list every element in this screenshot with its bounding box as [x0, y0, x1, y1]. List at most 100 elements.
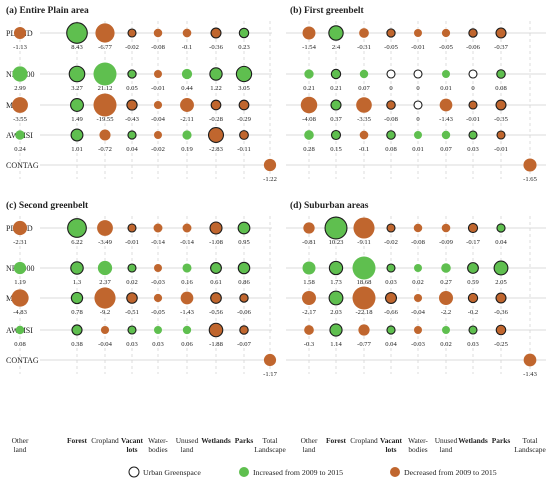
value-label: 0.02: [126, 279, 138, 286]
bubble-mps-forest: [330, 99, 342, 111]
bubble-np-1000-unused-land: [441, 263, 451, 273]
bubble-awmsi-parks: [495, 324, 507, 336]
bubble-pland-wetlands: [209, 221, 223, 235]
value-label: -0.11: [237, 146, 251, 153]
value-label: -0.01: [494, 146, 508, 153]
panel-title: (d) Suburban areas: [290, 200, 369, 211]
value-label: -2.17: [302, 309, 316, 316]
value-label: 0.04: [495, 239, 507, 246]
value-label: 0.08: [14, 341, 26, 348]
bubble-pland-wetlands: [467, 222, 479, 234]
bubble-mps-parks: [495, 292, 507, 304]
value-label: -2.2: [441, 309, 451, 316]
bubble-pland-unused-land: [441, 28, 451, 38]
bubble-pland-cropland: [97, 220, 113, 236]
value-label: 0.03: [385, 279, 397, 286]
value-label: 0.28: [303, 146, 315, 153]
bubble-awmsi-unused-land: [182, 130, 192, 140]
value-label: 0.15: [330, 146, 342, 153]
bubble-awmsi-cropland: [100, 325, 110, 335]
bubble-pland-water-bodies: [414, 29, 422, 37]
bubble-pland-other-land: [303, 222, 315, 234]
bubble-mps-wetlands: [210, 99, 222, 111]
panel-b-first-greenbelt: (b) First greenbelt -1.54 2.4 -0.31 -0.05 -0.…: [286, 5, 546, 183]
x-tick-parks: Parks: [235, 436, 254, 445]
bubble-awmsi-vacant-lots: [127, 325, 137, 335]
value-label: 0.03: [467, 341, 479, 348]
bubble-pland-water-bodies: [153, 28, 163, 38]
bubble-awmsi-water-bodies: [154, 326, 162, 334]
bubble-awmsi-forest: [70, 128, 84, 142]
value-label: -0.02: [384, 239, 398, 246]
bubble-mps-wetlands: [468, 100, 478, 110]
bubble-np-1000-water-bodies: [413, 69, 423, 79]
bubble-pland-vacant-lots: [386, 28, 396, 38]
bubble-np-1000-wetlands: [468, 69, 478, 79]
value-label: -0.04: [151, 116, 165, 123]
value-label: 0.03: [152, 341, 164, 348]
bubble-mps-water-bodies: [153, 100, 163, 110]
bubble-np-1000-forest: [328, 260, 344, 276]
value-label: -0.04: [98, 341, 112, 348]
value-label: 0.23: [238, 44, 250, 51]
value-label: -0.31: [357, 44, 371, 51]
bubble-awmsi-forest: [329, 323, 343, 337]
value-label: -2.83: [209, 146, 223, 153]
bubble-np-1000-water-bodies: [154, 264, 162, 272]
bubble-np-1000-forest: [330, 68, 342, 80]
bubble-mps-other-land: [12, 97, 28, 113]
value-label: -3.55: [13, 116, 27, 123]
bubble-np-1000-forest: [68, 65, 86, 83]
value-label: -0.81: [302, 239, 316, 246]
bubble-pland-water-bodies: [413, 223, 423, 233]
value-label: -0.66: [384, 309, 398, 316]
bubble-np-1000-cropland: [97, 260, 113, 276]
value-label: 8.43: [71, 44, 83, 51]
x-tick-wetlands: Wetlands: [201, 436, 231, 445]
bubble-np-1000-water-bodies: [414, 264, 422, 272]
bubble-np-1000-vacant-lots: [127, 69, 137, 79]
bubble-mps-water-bodies: [153, 293, 163, 303]
value-label: 3.27: [71, 85, 83, 92]
value-label: -0.72: [98, 146, 112, 153]
bubble-np-1000-wetlands: [467, 262, 479, 274]
value-label: 0.19: [181, 146, 193, 153]
value-label: -0.03: [151, 279, 165, 286]
value-label: -4.08: [302, 116, 316, 123]
bubble-mps-forest: [70, 98, 84, 112]
value-label: 2.03: [330, 309, 342, 316]
bubble-contag-total-landscape: [523, 353, 537, 367]
bubble-mps-vacant-lots: [386, 100, 396, 110]
value-label: 0.24: [14, 146, 26, 153]
value-label: -1.43: [439, 116, 453, 123]
bubble-awmsi-parks: [496, 130, 506, 140]
value-label: -1.43: [180, 309, 194, 316]
bubble-pland-vacant-lots: [127, 223, 137, 233]
value-label: 0.04: [126, 146, 138, 153]
bubble-np-1000-forest: [70, 261, 84, 275]
bubble-np-1000-cropland: [359, 69, 369, 79]
bubble-pland-cropland: [359, 28, 369, 38]
bubble-mps-vacant-lots: [384, 291, 398, 305]
value-label: -0.08: [384, 116, 398, 123]
bubble-np-1000-other-land: [302, 261, 316, 275]
bubble-mps-unused-land: [180, 291, 194, 305]
panel-title: (a) Entire Plain area: [6, 5, 89, 16]
value-label: 1.49: [71, 116, 83, 123]
bubble-pland-wetlands: [210, 27, 222, 39]
value-label: 0.07: [358, 85, 370, 92]
bubble-awmsi-unused-land: [442, 326, 450, 334]
value-label: 21.12: [98, 85, 113, 92]
value-label: 0.27: [440, 279, 452, 286]
value-label: -0.08: [411, 239, 425, 246]
value-label: 0.16: [181, 279, 193, 286]
value-label: -0.25: [494, 341, 508, 348]
row-label: CONTAG: [6, 161, 39, 170]
value-label: 0.78: [71, 309, 83, 316]
x-tick-parks: Parks: [492, 436, 511, 445]
value-label: -0.77: [357, 341, 371, 348]
value-label: 0.02: [412, 279, 424, 286]
bubble-mps-other-land: [302, 291, 316, 305]
value-label: -6.77: [98, 44, 112, 51]
panel-c-second-greenbelt: (c) Second greenbeltPLAND-2.316.22-3.49-…: [6, 200, 278, 378]
